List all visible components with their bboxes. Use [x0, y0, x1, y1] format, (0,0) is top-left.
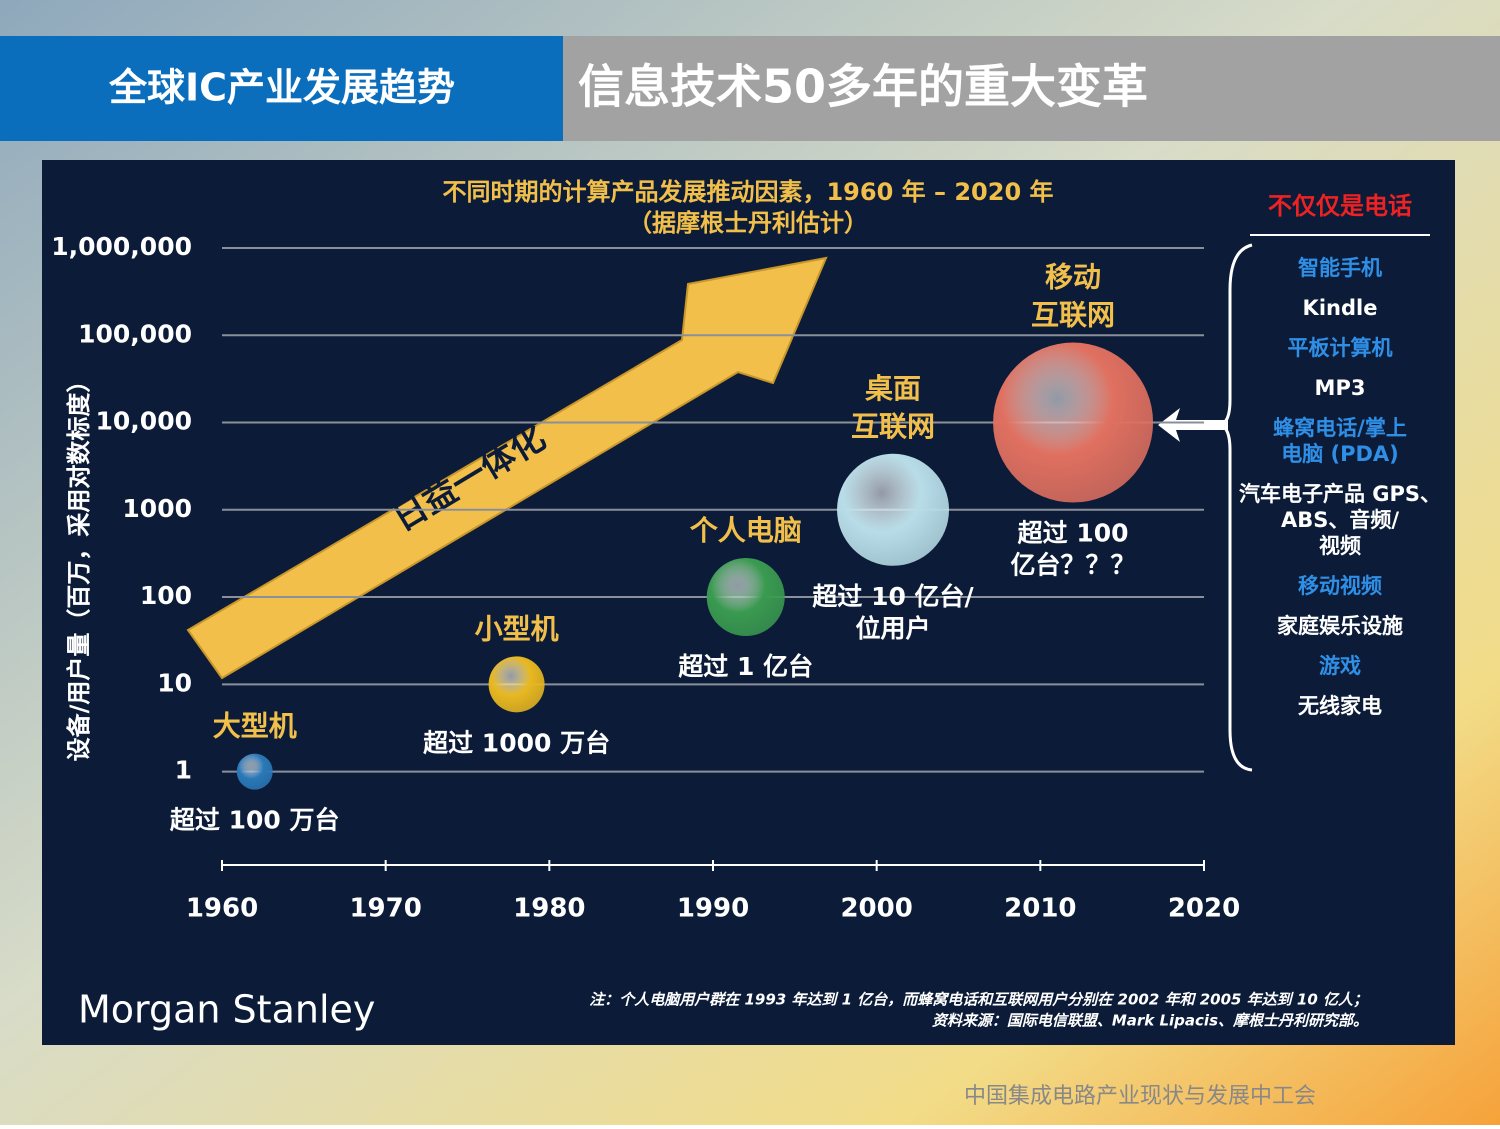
x-tick-label: 2020: [1168, 894, 1240, 924]
y-tick-label: 100: [140, 581, 192, 610]
bubble-annotation: 位用户: [856, 614, 931, 643]
x-tick-label: 1970: [349, 894, 421, 924]
y-tick-label: 1000: [122, 494, 192, 523]
side-item: 无线家电: [1298, 694, 1382, 718]
x-tick-label: 1960: [186, 894, 258, 924]
x-tick-label: 1980: [513, 894, 585, 924]
bubble-name: 互联网: [1031, 299, 1115, 332]
x-tick-label: 1990: [677, 894, 749, 924]
side-item: 电脑 (PDA): [1281, 442, 1399, 466]
bubble-annotation: 亿台？？？: [1011, 551, 1136, 580]
bubble-annotation: 超过 100: [1018, 519, 1129, 548]
y-axis-label: 设备/用户量（百万，采用对数标度）: [65, 369, 93, 762]
footnote: 注：个人电脑用户群在 1993 年达到 1 亿台，而蜂窝电话和互联网用户分别在 …: [589, 991, 1368, 1009]
side-item: ABS、音频/: [1281, 508, 1399, 532]
bubble: [993, 342, 1154, 503]
footer: 中国集成电路产业现状与发展中工会: [964, 1084, 1316, 1109]
side-arrow: [1158, 408, 1228, 442]
bubble-name: 互联网: [851, 410, 935, 443]
bubble: [837, 453, 950, 566]
x-tick-label: 2000: [840, 894, 912, 924]
bubble: [236, 753, 273, 790]
side-item: 游戏: [1319, 654, 1361, 678]
y-tick-label: 1: [175, 756, 192, 785]
trend-arrow: [186, 256, 828, 680]
x-tick-label: 2010: [1004, 894, 1076, 924]
bubble-name: 个人电脑: [690, 514, 802, 547]
bubble: [706, 558, 785, 637]
source: 资料来源：国际电信联盟、Mark Lipacis、摩根士丹利研究部。: [932, 1012, 1368, 1030]
bubble-name: 移动: [1045, 261, 1101, 294]
title-bar: [563, 36, 1500, 141]
y-tick-label: 100,000: [78, 319, 192, 348]
section-title: 全球IC产业发展趋势: [108, 66, 455, 110]
chart-title: 不同时期的计算产品发展推动因素，1960 年 – 2020 年: [442, 178, 1053, 206]
side-item: Kindle: [1303, 296, 1378, 320]
y-tick-label: 1,000,000: [51, 232, 192, 261]
side-item: MP3: [1315, 376, 1366, 400]
side-item: 移动视频: [1298, 574, 1382, 598]
brand-logo: Morgan Stanley: [78, 988, 375, 1032]
side-title: 不仅仅是电话: [1268, 192, 1412, 220]
bubble: [488, 656, 545, 713]
bubble-name: 桌面: [865, 372, 921, 405]
side-item: 汽车电子产品 GPS、: [1239, 482, 1441, 506]
y-tick-label: 10: [157, 668, 192, 697]
side-item: 视频: [1319, 534, 1361, 558]
bubble-annotation: 超过 100 万台: [170, 806, 340, 835]
side-item: 平板计算机: [1288, 336, 1393, 360]
section-bar: [0, 36, 563, 141]
bubble-annotation: 超过 1000 万台: [423, 728, 610, 757]
bubble-annotation: 超过 10 亿台/: [812, 582, 974, 611]
side-item: 智能手机: [1298, 256, 1382, 280]
y-tick-label: 10,000: [96, 407, 192, 436]
chart-subtitle: （据摩根士丹利估计）: [628, 209, 868, 237]
side-item: 家庭娱乐设施: [1277, 614, 1403, 638]
bubble-name: 大型机: [213, 710, 297, 743]
bubble-annotation: 超过 1 亿台: [678, 652, 813, 681]
slide-title: 信息技术50多年的重大变革: [578, 60, 1148, 114]
bubble-name: 小型机: [475, 612, 559, 645]
side-item: 蜂窝电话/掌上: [1273, 416, 1407, 440]
